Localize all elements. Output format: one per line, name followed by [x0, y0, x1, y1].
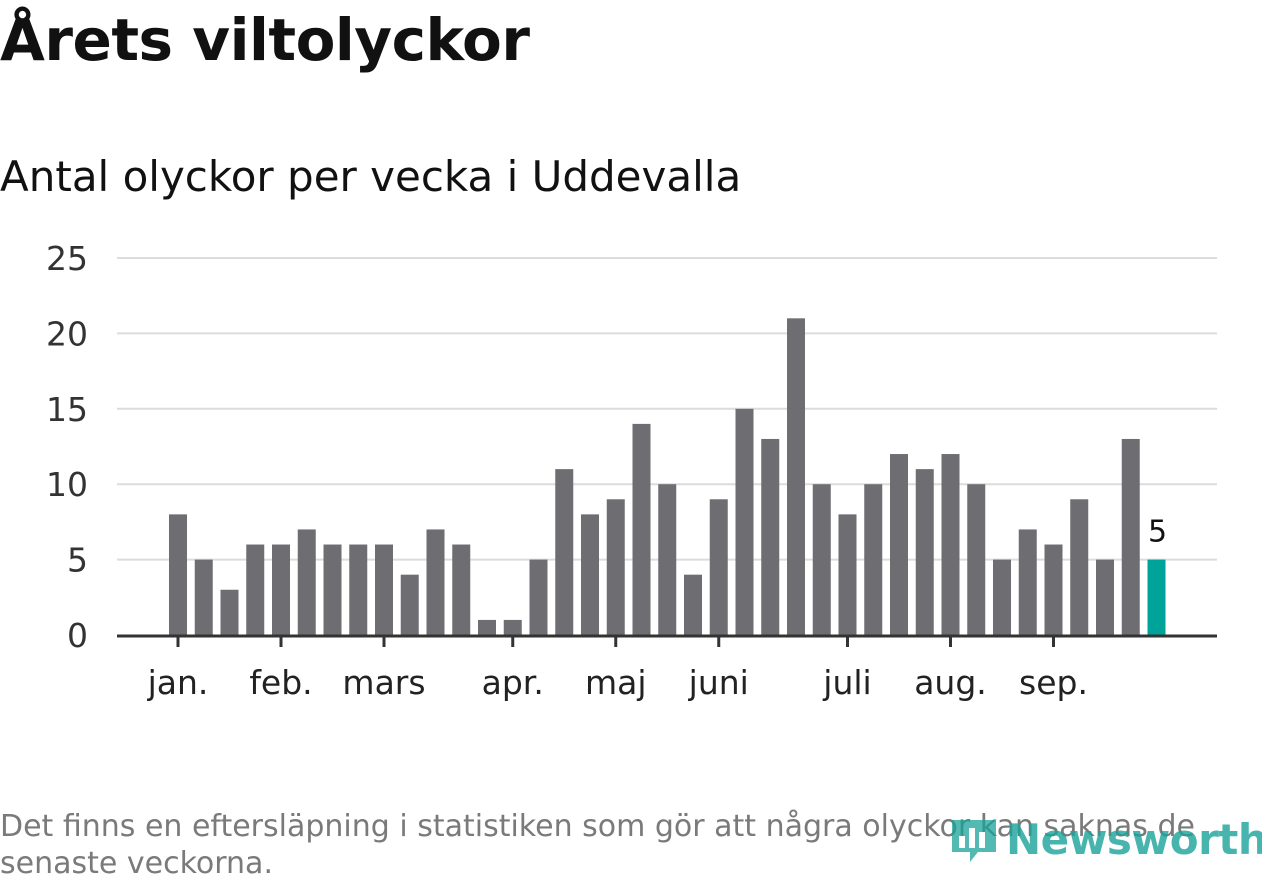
bar: [272, 544, 290, 635]
y-axis-ticks: 0 5 10 15 20 25: [46, 239, 88, 655]
chart-subtitle: Antal olyckor per vecka i Uddevalla: [0, 152, 742, 201]
x-axis: jan. feb. mars apr. maj juni juli aug. sep.: [117, 634, 1217, 702]
x-tick-label: jan.: [147, 663, 209, 702]
data-labels: 5: [1148, 515, 1167, 550]
bar: [812, 484, 831, 635]
bar: [632, 423, 651, 635]
bar: [941, 454, 960, 635]
bar: [400, 574, 419, 635]
bar: [606, 499, 625, 635]
bar: [993, 559, 1011, 635]
bar: [220, 589, 239, 635]
y-tick-label: 15: [46, 390, 88, 429]
bar: [1096, 559, 1114, 635]
x-tick-label: feb.: [249, 663, 312, 702]
bar-chart-icon: [952, 820, 996, 862]
bar: [555, 469, 574, 635]
bar: [478, 619, 496, 635]
bar: [349, 544, 368, 635]
x-tick-label: mars: [342, 663, 425, 702]
x-tick-label: juli: [822, 663, 871, 702]
bars: [169, 318, 1166, 635]
bar: [735, 408, 754, 635]
bar: [194, 559, 213, 635]
bar: [503, 619, 522, 635]
bar: [787, 318, 805, 635]
x-tick-label: apr.: [482, 663, 544, 702]
bar: [915, 469, 934, 635]
y-tick-label: 0: [67, 616, 88, 655]
y-tick-label: 20: [46, 314, 88, 353]
newsworthy-logo: Newsworthy: [948, 814, 1262, 864]
bar: [581, 514, 599, 635]
bar: [452, 544, 471, 635]
bar: [375, 544, 393, 635]
bar: [323, 544, 342, 635]
bar: [658, 484, 677, 635]
bar: [864, 484, 883, 635]
x-tick-label: sep.: [1019, 663, 1088, 702]
y-tick-label: 10: [46, 465, 88, 504]
data-label: 5: [1148, 515, 1167, 550]
bar: [709, 499, 728, 635]
y-tick-label: 25: [46, 239, 88, 278]
bar-highlight: [1147, 559, 1166, 635]
bar: [761, 438, 780, 635]
bar: [1018, 529, 1037, 635]
bar: [169, 514, 187, 635]
bar: [967, 484, 986, 635]
bar: [297, 529, 316, 635]
bar: [838, 514, 857, 635]
bar: [1044, 544, 1063, 635]
bar: [246, 544, 265, 635]
chart-title: Årets viltolyckor: [0, 6, 530, 74]
y-tick-label: 5: [67, 541, 88, 580]
bar: [529, 559, 548, 635]
x-tick-label: aug.: [914, 663, 987, 702]
bar: [1070, 499, 1089, 635]
x-tick-label: maj: [585, 663, 647, 702]
bar: [426, 529, 445, 635]
bar: [1121, 438, 1140, 635]
logo-text: Newsworthy: [1006, 814, 1262, 864]
bar: [684, 574, 702, 635]
bar: [890, 454, 908, 635]
x-tick-label: juni: [688, 663, 749, 702]
